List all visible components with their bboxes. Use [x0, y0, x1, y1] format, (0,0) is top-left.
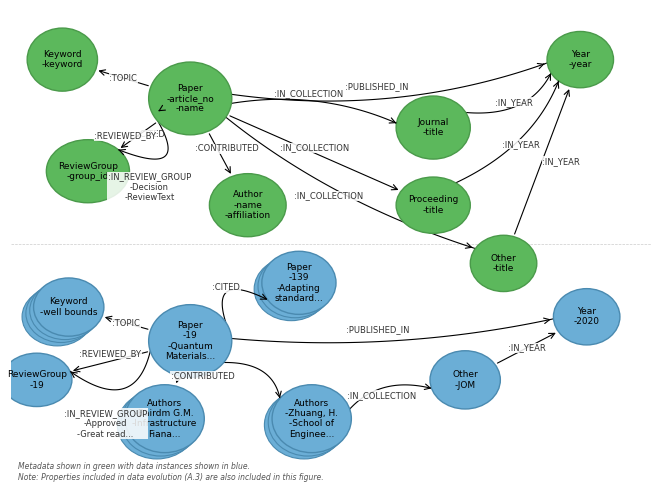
Text: Year
-year: Year -year	[569, 50, 592, 69]
Text: Authors
-Bairdm G.M.
-Infrastructure
Fiana...: Authors -Bairdm G.M. -Infrastructure Fia…	[132, 399, 198, 439]
Text: ReviewGroup
-group_id: ReviewGroup -group_id	[58, 162, 118, 181]
Ellipse shape	[262, 251, 336, 314]
Text: ReviewGroup
-19: ReviewGroup -19	[7, 370, 67, 389]
Ellipse shape	[396, 177, 470, 233]
Text: Journal
-title: Journal -title	[417, 118, 449, 137]
Text: :IN_COLLECTION: :IN_COLLECTION	[295, 191, 364, 201]
Text: :CONTRIBUTED: :CONTRIBUTED	[194, 144, 258, 154]
Ellipse shape	[272, 385, 351, 453]
Text: :IN_YEAR: :IN_YEAR	[542, 157, 580, 166]
Text: :PUBLISHED_IN: :PUBLISHED_IN	[345, 82, 409, 92]
Ellipse shape	[265, 391, 344, 459]
Text: Year
-2020: Year -2020	[574, 307, 600, 326]
Ellipse shape	[254, 258, 329, 321]
Text: Keyword
-well bounds: Keyword -well bounds	[40, 297, 98, 317]
Text: :IN_YEAR: :IN_YEAR	[502, 140, 540, 149]
Text: Paper
-139
-Adapting
standard...: Paper -139 -Adapting standard...	[274, 263, 323, 303]
Ellipse shape	[26, 285, 96, 343]
Text: :REVIEWED_BY: :REVIEWED_BY	[79, 349, 141, 359]
Ellipse shape	[149, 62, 231, 135]
Ellipse shape	[149, 305, 231, 377]
Text: :TOPIC: :TOPIC	[112, 319, 140, 327]
Text: :IN_REVIEW_GROUP
-Approved
-Great read...: :IN_REVIEW_GROUP -Approved -Great read..…	[64, 409, 147, 439]
Text: Proceeding
-title: Proceeding -title	[408, 196, 458, 215]
Text: :CONTRIBUTED: :CONTRIBUTED	[171, 372, 235, 381]
Ellipse shape	[22, 287, 93, 346]
Text: Paper
-article_no
-name: Paper -article_no -name	[166, 83, 214, 113]
Text: :IN_COLLECTION: :IN_COLLECTION	[280, 143, 349, 153]
Text: :IN_COLLECTION: :IN_COLLECTION	[347, 391, 416, 400]
Text: Author
-name
-affiliation: Author -name -affiliation	[225, 190, 271, 220]
Text: :TOPIC: :TOPIC	[110, 74, 137, 82]
Ellipse shape	[30, 282, 100, 340]
Ellipse shape	[27, 28, 98, 91]
Ellipse shape	[209, 174, 286, 237]
Text: :IN_YEAR: :IN_YEAR	[495, 98, 533, 107]
Ellipse shape	[46, 140, 130, 203]
Text: Other
-JOM: Other -JOM	[452, 370, 478, 389]
Ellipse shape	[117, 391, 197, 459]
Text: :IN_COLLECTION: :IN_COLLECTION	[274, 89, 343, 98]
Ellipse shape	[396, 96, 470, 159]
Text: :IN_YEAR: :IN_YEAR	[508, 344, 546, 352]
Ellipse shape	[554, 288, 620, 345]
Ellipse shape	[33, 278, 104, 336]
Ellipse shape	[470, 235, 537, 291]
Ellipse shape	[430, 351, 500, 409]
Text: :IN_REVIEW_GROUP
-Decision
-ReviewText: :IN_REVIEW_GROUP -Decision -ReviewText	[108, 172, 191, 202]
Text: Authors
-Zhuang, H.
-School of
Enginee...: Authors -Zhuang, H. -School of Enginee..…	[285, 399, 338, 439]
Ellipse shape	[268, 388, 348, 456]
Text: :CITED: :CITED	[213, 283, 240, 292]
Text: :CITED: :CITED	[137, 130, 165, 140]
Ellipse shape	[1, 353, 72, 407]
Ellipse shape	[547, 31, 614, 88]
Text: :REVIEWED_BY: :REVIEWED_BY	[95, 131, 156, 140]
Text: Keyword
-keyword: Keyword -keyword	[42, 50, 83, 69]
Ellipse shape	[258, 255, 332, 318]
Ellipse shape	[121, 388, 200, 456]
Text: Metadata shown in green with data instances shown in blue.
Note: Properties incl: Metadata shown in green with data instan…	[18, 462, 323, 482]
Ellipse shape	[125, 385, 204, 453]
Text: Paper
-19
-Quantum
Materials...: Paper -19 -Quantum Materials...	[165, 321, 215, 361]
Text: :PUBLISHED_IN: :PUBLISHED_IN	[346, 325, 409, 334]
Text: Other
-title: Other -title	[491, 254, 516, 273]
